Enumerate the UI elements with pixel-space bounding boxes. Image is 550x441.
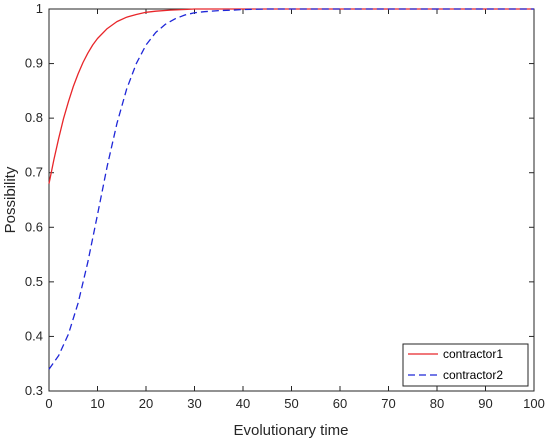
x-tick-label: 60 [333, 396, 347, 411]
y-tick-label: 0.7 [25, 165, 43, 180]
y-tick-label: 0.3 [25, 383, 43, 398]
x-tick-label: 40 [236, 396, 250, 411]
x-tick-label: 30 [187, 396, 201, 411]
y-tick-label: 0.4 [25, 328, 43, 343]
legend-box [402, 343, 529, 387]
x-tick-label: 90 [478, 396, 492, 411]
y-tick-label: 0.5 [25, 274, 43, 289]
series-layer [48, 8, 534, 370]
y-tick-label: 0.8 [25, 110, 43, 125]
x-tick-label: 10 [90, 396, 104, 411]
x-tick-label: 100 [523, 396, 545, 411]
y-axis-label: Possibility [2, 166, 19, 233]
x-axis-ticks: 0 10 20 30 40 50 60 70 80 90 100 [45, 9, 545, 411]
plot-frame [48, 8, 535, 392]
x-axis-label: Evolutionary time [233, 422, 348, 439]
x-tick-label: 20 [139, 396, 153, 411]
y-tick-label: 0.6 [25, 219, 43, 234]
legend-label-contractor1: contractor1 [443, 347, 503, 361]
y-tick-label: 1 [36, 1, 43, 16]
legend: contractor1 contractor2 [402, 343, 529, 387]
x-tick-label: 50 [284, 396, 298, 411]
y-tick-label: 0.9 [25, 56, 43, 71]
x-tick-label: 0 [45, 396, 52, 411]
x-tick-label: 70 [381, 396, 395, 411]
plot-area [48, 8, 535, 392]
series-line-contractor2 [48, 8, 534, 370]
x-tick-label: 80 [430, 396, 444, 411]
y-axis-ticks: 0.3 0.4 0.5 0.6 0.7 0.8 0.9 1 [25, 1, 534, 398]
legend-label-contractor2: contractor2 [443, 368, 503, 382]
